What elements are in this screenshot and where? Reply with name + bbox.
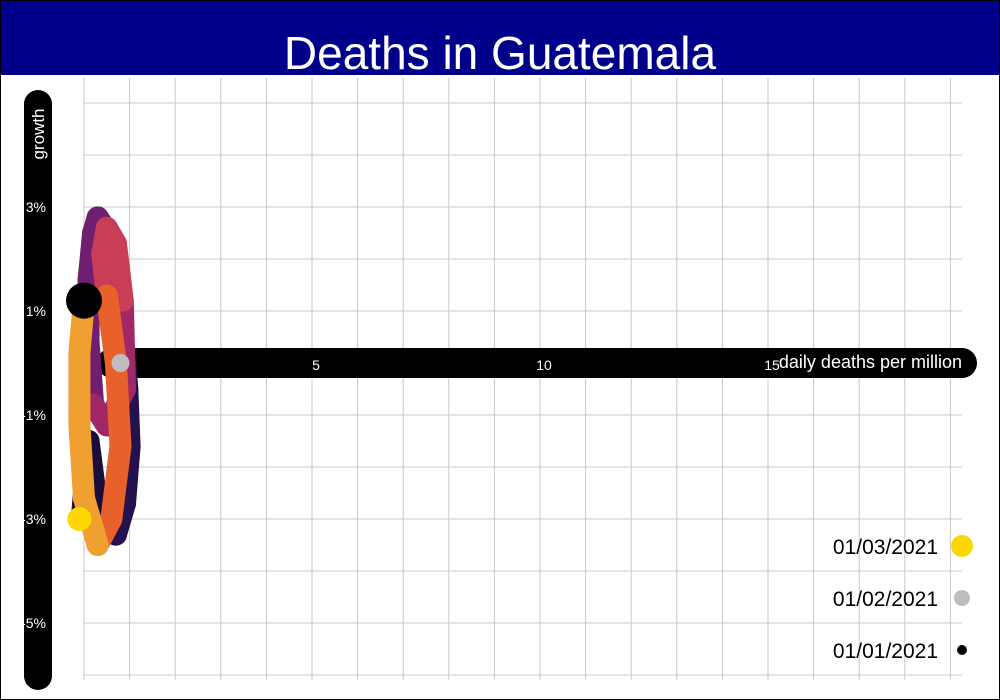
legend-marker: [957, 645, 967, 655]
date-marker: [66, 282, 102, 319]
x-axis-label: daily deaths per million: [779, 352, 962, 372]
legend-marker: [954, 590, 970, 606]
date-marker: [111, 354, 130, 372]
legend-label: 01/02/2021: [833, 588, 938, 611]
trajectory-segment: [68, 414, 95, 510]
y-axis-label: growth: [29, 108, 48, 159]
legend-label: 01/03/2021: [833, 536, 938, 559]
date-marker: [67, 507, 92, 531]
trajectory-segment: [100, 435, 132, 530]
title-banner: Deaths in Guatemala: [1, 1, 999, 79]
y-tick-label: 1%: [26, 303, 46, 319]
y-tick-label: -3%: [21, 511, 46, 527]
x-tick-label: 5: [312, 357, 320, 373]
legend-label: 01/01/2021: [833, 640, 938, 663]
legend-marker: [951, 535, 973, 557]
trajectory-segment: [95, 284, 127, 374]
x-tick-label: 15: [764, 357, 780, 373]
y-tick-label: -1%: [21, 407, 46, 423]
y-tick-label: -5%: [21, 615, 46, 631]
y-tick-label: 3%: [26, 199, 46, 215]
trajectory-segment: [104, 352, 132, 458]
page-title: Deaths in Guatemala: [283, 27, 717, 79]
x-tick-label: 10: [536, 357, 552, 373]
